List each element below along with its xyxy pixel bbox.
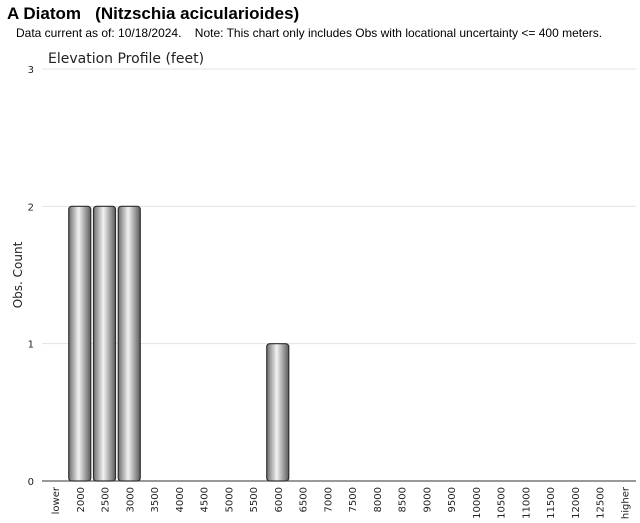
bar-2000 [68,205,92,482]
x-tick-label: 6500 [299,487,310,512]
page-title: A Diatom (Nitzschia acicularioides) [7,4,300,23]
x-tick-label: 3500 [150,487,161,512]
bar-2500 [92,205,117,482]
x-tick-label: 2000 [76,487,87,512]
y-tick-labels: 0 1 2 3 [28,65,34,488]
x-tick-label: 5000 [224,487,235,512]
x-tick-label: 9000 [422,487,433,512]
y-tick-label: 0 [28,477,34,488]
bars [68,205,290,482]
bar-3000 [117,205,141,482]
x-tick-label: 6000 [274,487,285,512]
y-tick-label: 3 [28,65,34,76]
x-tick-labels: lower 2000 2500 3000 3500 4000 4500 5000 5500 600… [51,486,631,519]
x-tick-label: 9500 [447,487,458,512]
x-tick-label: 10000 [472,487,483,519]
x-tick-label: 10500 [497,487,508,519]
gridlines [42,68,636,345]
x-tick-label: higher [620,486,631,519]
x-tick-label: 12500 [596,487,607,519]
x-tick-label: 3000 [125,487,136,512]
x-tick-label: 12000 [571,487,582,519]
y-tick-label: 1 [28,340,34,351]
chart-title: Elevation Profile (feet) [48,51,204,67]
x-tick-label: 7000 [323,487,334,512]
x-tick-label: 7500 [348,487,359,512]
x-tick-label: 4500 [200,487,211,512]
x-tick-label: 8000 [373,487,384,512]
bar-6000 [266,343,290,482]
x-tick-label: 11000 [521,487,532,519]
x-tick-label: 4000 [175,487,186,512]
x-tick-label: 11500 [546,487,557,519]
x-tick-label: 8500 [398,487,409,512]
y-axis-label: Obs. Count [11,241,25,308]
x-tick-label: lower [51,486,62,514]
y-tick-label: 2 [28,202,34,213]
x-tick-label: 5500 [249,487,260,512]
data-note: Data current as of: 10/18/2024. Note: Th… [16,26,603,40]
x-tick-label: 2500 [101,487,112,512]
